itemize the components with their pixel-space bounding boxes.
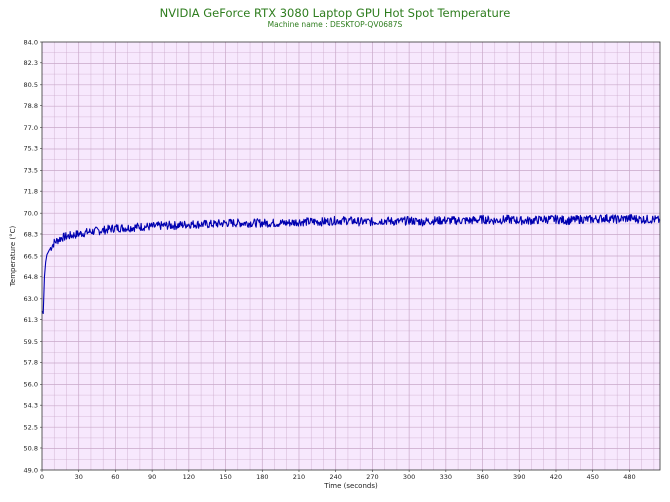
x-tick-label: 450 [586, 473, 598, 481]
plot-border [41, 41, 661, 471]
x-tick-label: 210 [293, 473, 305, 481]
y-axis-label: Temperature (°C) [9, 226, 17, 288]
y-tick-label: 66.5 [24, 252, 38, 260]
chart-subtitle: Machine name : DESKTOP-QV0687S [267, 20, 403, 29]
y-tick-label: 50.8 [24, 444, 38, 452]
chart-title: NVIDIA GeForce RTX 3080 Laptop GPU Hot S… [159, 6, 511, 20]
x-tick-label: 180 [256, 473, 268, 481]
x-tick-label: 390 [513, 473, 525, 481]
y-tick-label: 77.0 [24, 124, 38, 132]
y-tick-label: 80.5 [24, 81, 38, 89]
x-tick-label: 300 [403, 473, 415, 481]
y-tick-label: 63.0 [24, 295, 38, 303]
x-tick-label: 30 [75, 473, 83, 481]
x-tick-label: 420 [550, 473, 562, 481]
y-tick-label: 68.3 [24, 230, 38, 238]
temperature-series-line [41, 213, 661, 315]
x-tick-label: 240 [329, 473, 341, 481]
y-tick-label: 73.5 [24, 167, 38, 175]
x-axis-ticks: 0 30 60 90 120 150 180 210 240 270 300 330 360 390 420… [40, 470, 636, 481]
x-tick-label: 480 [623, 473, 635, 481]
x-tick-label: 60 [111, 473, 119, 481]
y-axis-ticks: 84.0 82.3 80.5 78.8 77.0 75.3 73.5 71.8 70.0 68.3… [24, 38, 42, 474]
y-tick-label: 56.0 [24, 381, 38, 389]
y-tick-label: 54.3 [24, 401, 38, 409]
x-tick-label: 360 [476, 473, 488, 481]
x-tick-label: 120 [183, 473, 195, 481]
series-group [41, 213, 661, 315]
y-tick-label: 82.3 [24, 59, 38, 67]
y-tick-label: 64.8 [24, 273, 38, 281]
y-tick-label: 61.3 [24, 316, 38, 324]
y-tick-label: 70.0 [24, 210, 38, 218]
x-axis-label: Time (seconds) [323, 482, 378, 490]
y-tick-label: 52.5 [24, 424, 38, 432]
y-tick-label: 57.8 [24, 359, 38, 367]
grid-lines [42, 42, 660, 470]
x-tick-label: 330 [440, 473, 452, 481]
y-tick-label: 59.5 [24, 338, 38, 346]
y-tick-label: 75.3 [24, 145, 38, 153]
x-tick-label: 90 [148, 473, 156, 481]
y-tick-label: 78.8 [24, 102, 38, 110]
x-tick-label: 0 [40, 473, 44, 481]
y-tick-label: 71.8 [24, 187, 38, 195]
x-tick-label: 150 [219, 473, 231, 481]
y-tick-label: 49.0 [24, 466, 38, 474]
x-tick-label: 270 [366, 473, 378, 481]
y-tick-label: 84.0 [24, 38, 38, 46]
